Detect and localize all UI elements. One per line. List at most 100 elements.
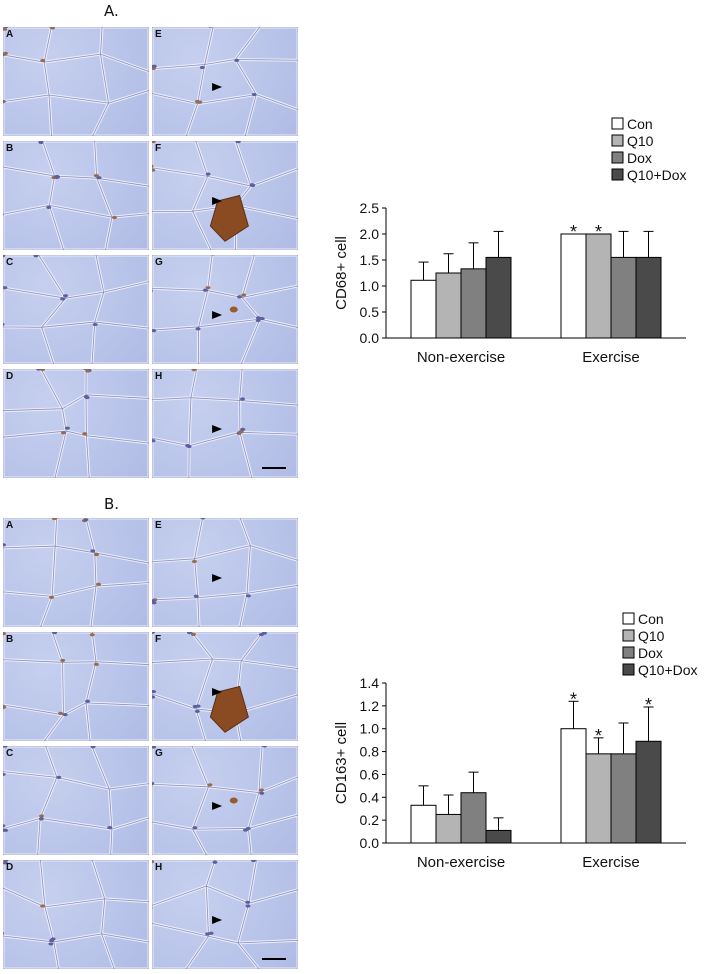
micrograph-label: B xyxy=(6,634,14,645)
tissue-texture xyxy=(3,632,149,741)
arrowhead-icon xyxy=(212,310,223,319)
nucleus xyxy=(83,395,89,399)
nucleus xyxy=(152,141,156,144)
y-tick-label: 2.5 xyxy=(360,200,380,216)
nucleus xyxy=(152,781,155,786)
nucleus xyxy=(152,906,153,910)
y-tick-label: 2.0 xyxy=(360,226,380,242)
legend-swatch xyxy=(622,646,635,659)
tissue-texture xyxy=(152,27,298,136)
nucleus xyxy=(46,205,52,209)
nucleus xyxy=(191,369,197,372)
nucleus xyxy=(56,775,62,779)
micrograph-label: D xyxy=(6,371,14,382)
fiber-border xyxy=(152,369,298,478)
micrograph-d: D xyxy=(3,369,149,478)
micrograph-b: B xyxy=(3,632,149,741)
bar xyxy=(560,233,587,339)
nucleus xyxy=(152,289,153,293)
micrograph-d: D xyxy=(3,860,149,969)
fiber-outline xyxy=(152,746,298,855)
nucleus xyxy=(241,293,247,297)
micrograph-h: H xyxy=(152,860,298,969)
nucleus xyxy=(205,172,211,176)
fiber-border xyxy=(152,518,298,627)
significance-marker: * xyxy=(595,726,602,746)
nucleus xyxy=(240,427,246,431)
arrowhead-icon xyxy=(212,687,223,696)
nucleus xyxy=(255,316,261,320)
x-category-label: Exercise xyxy=(582,349,640,366)
nucleus xyxy=(3,705,6,710)
nucleus xyxy=(199,65,205,70)
nucleus xyxy=(55,518,60,519)
y-tick-label: 0.0 xyxy=(360,835,380,851)
legend-swatch xyxy=(622,612,635,625)
nucleus xyxy=(192,704,198,709)
micrograph-label: C xyxy=(6,257,14,268)
y-tick-label: 1.5 xyxy=(360,252,380,268)
tissue-texture xyxy=(3,369,149,478)
legend-swatch xyxy=(611,168,624,181)
nucleus xyxy=(249,183,255,187)
legend-label: Q10+Dox xyxy=(627,167,687,183)
cd68-chart: Con Q10 Dox Q10+Dox 0.0 0.5 1.0 1.5 2.0 2.5 CD68+ … xyxy=(320,110,700,380)
x-category-label: Non-exercise xyxy=(417,854,505,871)
nucleus xyxy=(205,286,211,290)
legend-label: Dox xyxy=(627,150,652,166)
y-tick-label: 1.0 xyxy=(360,721,380,737)
fiber-border xyxy=(152,27,298,136)
nucleus xyxy=(152,329,157,333)
nucleus xyxy=(193,594,199,598)
micrograph-label: H xyxy=(155,371,163,382)
nucleus xyxy=(258,788,264,792)
fiber-outline xyxy=(152,255,298,364)
fiber-outline xyxy=(3,369,149,478)
nucleus xyxy=(93,662,99,666)
scale-bar xyxy=(262,467,286,469)
fiber-border xyxy=(3,141,149,250)
nucleus xyxy=(40,58,46,63)
legend-swatch xyxy=(611,151,624,164)
fiber-border xyxy=(3,746,149,855)
nucleus xyxy=(50,937,56,941)
nucleus xyxy=(92,322,98,327)
bar xyxy=(460,268,487,339)
y-tick-label: 0.0 xyxy=(360,330,380,346)
nucleus xyxy=(3,322,5,326)
nucleus xyxy=(93,552,99,556)
y-tick-label: 1.4 xyxy=(360,675,380,691)
tissue-texture xyxy=(3,141,149,250)
stained-cell-cluster xyxy=(209,194,249,242)
nucleus xyxy=(235,141,241,144)
nucleus xyxy=(49,595,55,599)
bar xyxy=(485,829,512,844)
nucleus xyxy=(96,582,102,586)
y-tick-label: 0.6 xyxy=(360,766,380,782)
bar xyxy=(635,256,662,339)
panel-a-title: A. xyxy=(104,2,119,20)
nucleus xyxy=(152,695,156,699)
fiber-border xyxy=(3,632,149,741)
arrowhead-icon xyxy=(212,915,223,924)
y-axis-label: CD163+ cell xyxy=(333,722,350,804)
legend-label: Dox xyxy=(638,645,663,661)
x-category-label: Exercise xyxy=(582,854,640,871)
nucleus xyxy=(3,632,6,636)
nucleus xyxy=(90,746,96,749)
tissue-texture xyxy=(152,141,298,250)
fiber-border xyxy=(3,518,149,627)
fiber-outline xyxy=(152,27,298,136)
arrowhead-icon xyxy=(212,801,223,810)
tissue-texture xyxy=(152,518,298,627)
fiber-border xyxy=(152,255,298,364)
nucleus xyxy=(40,904,46,908)
tissue-texture xyxy=(3,255,149,364)
y-tick-label: 1.2 xyxy=(360,698,380,714)
fiber-outline xyxy=(3,141,149,250)
legend-label: Con xyxy=(627,116,653,132)
micrograph-g: G xyxy=(152,746,298,855)
arrowhead-icon xyxy=(212,82,223,91)
nucleus xyxy=(211,255,216,256)
bar xyxy=(610,753,637,844)
